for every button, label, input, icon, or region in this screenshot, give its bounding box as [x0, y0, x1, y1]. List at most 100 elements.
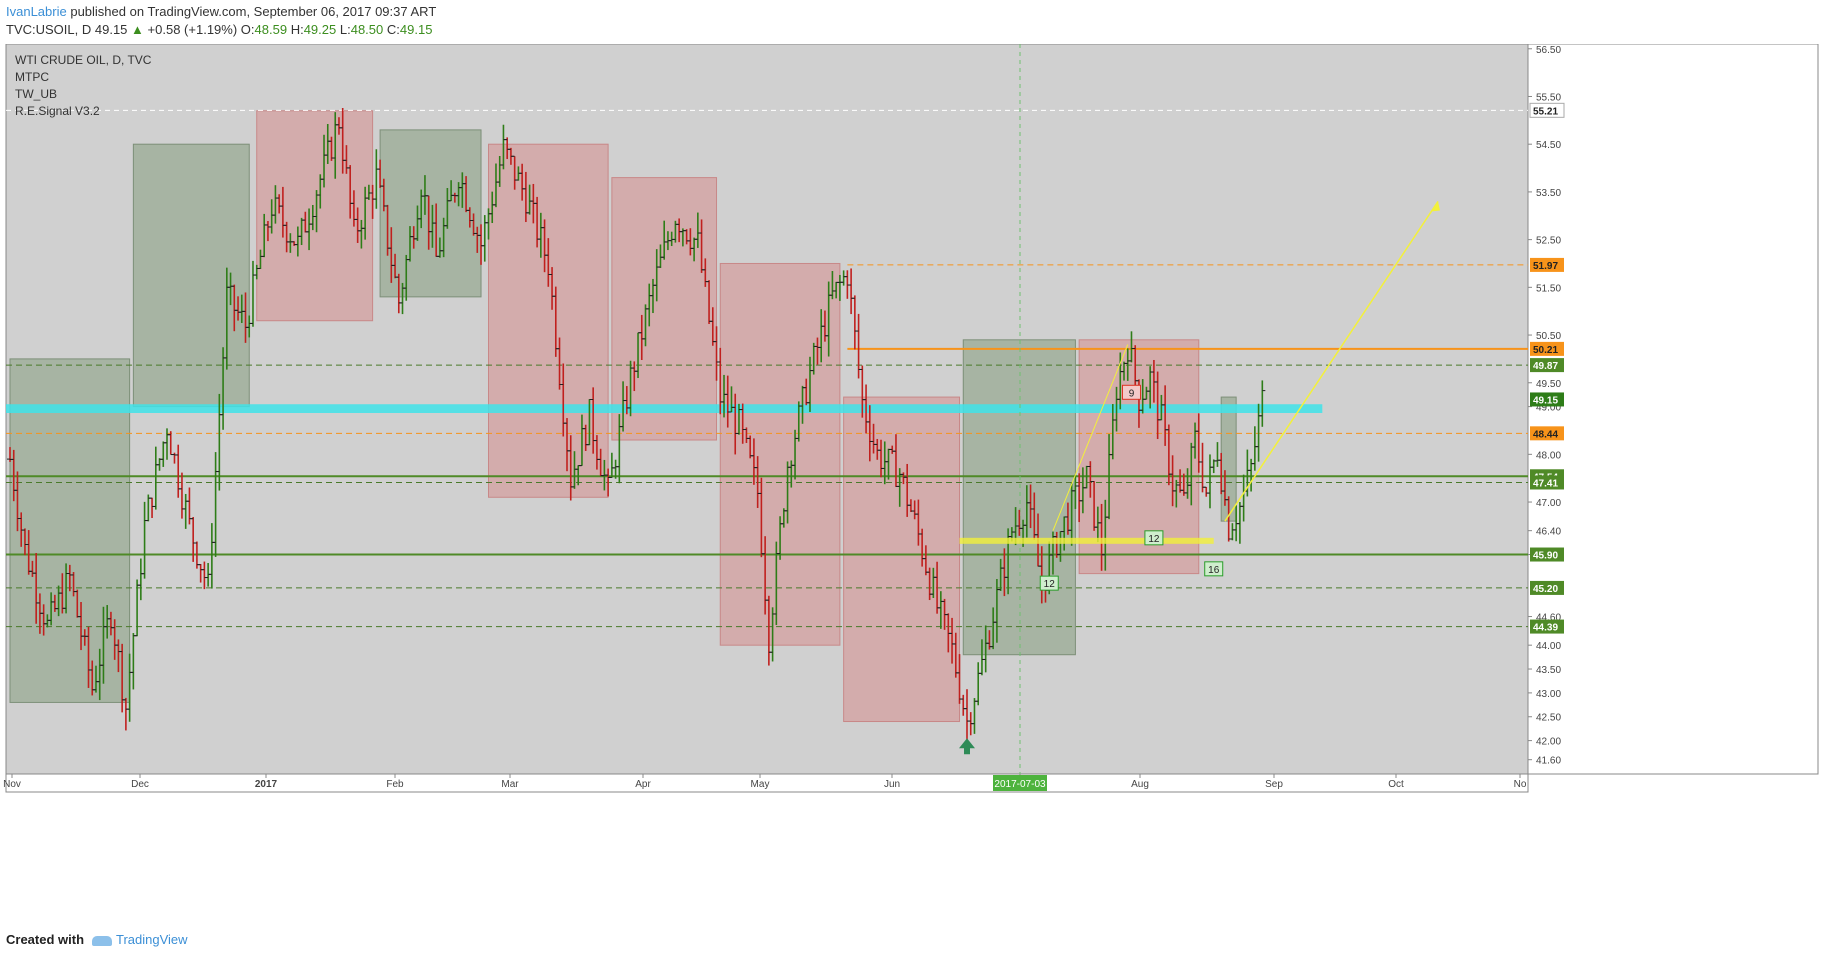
- close-label: C:: [386, 22, 400, 37]
- y-tick-label: 47.00: [1536, 498, 1561, 509]
- x-tick-label: Dec: [131, 779, 149, 790]
- y-tick-label: 49.50: [1536, 379, 1561, 390]
- red-zone-box: [1078, 339, 1200, 575]
- chart-area[interactable]: 9 12 12 16 56.50 55.50 54.50 53.50 52.50 51.50 50.…: [0, 44, 1824, 920]
- price-axis: [1527, 44, 1819, 775]
- signal-callout: 12: [1039, 575, 1059, 591]
- ohlc-row: TVC:USOIL, D 49.15 ▲ +0.58 (+1.19%) O:48…: [6, 22, 432, 37]
- legend-item[interactable]: MTPC: [15, 70, 49, 84]
- projection-arrow-line: [1224, 201, 1439, 522]
- chart-header: IvanLabrie published on TradingView.com,…: [0, 0, 1824, 44]
- author-link[interactable]: IvanLabrie: [6, 4, 67, 19]
- x-tick-label: Sep: [1265, 779, 1283, 790]
- callout-box: [1121, 384, 1141, 400]
- price-label-box: [1529, 102, 1565, 118]
- publish-info: IvanLabrie published on TradingView.com,…: [6, 4, 436, 19]
- symbol-label: TVC:USOIL, D: [6, 22, 92, 37]
- callout-label: 16: [1208, 565, 1220, 576]
- y-tick-label: 42.00: [1536, 737, 1561, 748]
- x-tick-label: Jun: [884, 779, 900, 790]
- price-label: 45.90: [1530, 547, 1564, 562]
- signal-callout: 16: [1204, 561, 1224, 577]
- high-value: 49.25: [303, 22, 337, 37]
- red-zone-box: [487, 143, 609, 498]
- y-tick-label: 50.50: [1536, 331, 1561, 342]
- signal-callout: 12: [1144, 530, 1164, 546]
- price-label-box: [1530, 341, 1564, 356]
- price-label-box: [1530, 426, 1564, 441]
- price-label: 50.21: [1530, 341, 1564, 356]
- x-tick-label: May: [751, 779, 770, 790]
- y-tick-label: 56.50: [1536, 45, 1561, 56]
- x-tick-label: 2017: [255, 779, 278, 790]
- price-label-text: 49.15: [1533, 395, 1558, 406]
- low-label: L:: [339, 22, 351, 37]
- cyan-band: [6, 404, 1323, 413]
- red-zone-box: [843, 396, 961, 723]
- x-tick-label: Nov: [3, 779, 21, 790]
- price-label-text: 48.44: [1533, 429, 1558, 440]
- price-label-box: [1530, 392, 1564, 407]
- callout-box: [1204, 561, 1224, 577]
- up-price-bar: [1259, 380, 1266, 427]
- price-label: 44.39: [1530, 619, 1564, 634]
- price-label-text: 45.90: [1533, 551, 1558, 562]
- y-tick-label: 46.40: [1536, 527, 1561, 538]
- legend-item[interactable]: TW_UB: [15, 87, 57, 101]
- red-zone-box: [719, 262, 841, 646]
- callout-label: 12: [1044, 579, 1056, 590]
- x-tick-label: Aug: [1131, 779, 1149, 790]
- x-tick-label: Mar: [501, 779, 519, 790]
- change-value: +0.58 (+1.19%): [147, 22, 238, 37]
- callout-box: [1144, 530, 1164, 546]
- price-label: 49.87: [1530, 358, 1564, 373]
- footer: Created with TradingView: [6, 932, 188, 947]
- green-zone-box: [962, 339, 1076, 656]
- price-label: 45.20: [1530, 580, 1564, 595]
- buy-arrow-icon: [958, 738, 975, 755]
- x-marker-box: [993, 775, 1047, 791]
- legend-item[interactable]: R.E.Signal V3.2: [15, 104, 100, 118]
- green-zone-box: [379, 129, 482, 298]
- indicator-legend: WTI CRUDE OIL, D, TVC MTPC TW_UB R.E.Sig…: [15, 52, 151, 120]
- publish-text: published on TradingView.com, September …: [70, 4, 437, 19]
- price-label-box: [1530, 358, 1564, 373]
- y-tick-label: 51.50: [1536, 283, 1561, 294]
- y-tick-label: 52.50: [1536, 236, 1561, 247]
- y-tick-label: 53.50: [1536, 188, 1561, 199]
- price-chart[interactable]: 9 12 12 16 56.50 55.50 54.50 53.50 52.50 51.50 50.…: [0, 44, 1824, 920]
- pattern-line: [1052, 344, 1129, 531]
- price-label-box: [1530, 619, 1564, 634]
- price-label-box: [1530, 475, 1564, 490]
- x-tick-label: Oct: [1388, 779, 1404, 790]
- legend-item[interactable]: WTI CRUDE OIL, D, TVC: [15, 53, 152, 67]
- price-label-text: 44.39: [1533, 623, 1558, 634]
- price-label: 49.15: [1530, 392, 1564, 407]
- price-label-text: 50.21: [1533, 345, 1558, 356]
- low-value: 48.50: [350, 22, 384, 37]
- signal-callout: 9: [1121, 384, 1141, 400]
- high-label: H:: [290, 22, 304, 37]
- green-zone-box: [132, 143, 250, 408]
- callout-box: [1039, 575, 1059, 591]
- price-label: 51.97: [1530, 257, 1564, 272]
- y-tick-label: 43.00: [1536, 689, 1561, 700]
- arrow-head-icon: [1431, 201, 1441, 212]
- up-arrow-icon: ▲: [131, 22, 144, 37]
- price-label: 48.44: [1530, 426, 1564, 441]
- tradingview-link[interactable]: TradingView: [116, 932, 188, 947]
- y-tick-label: 41.60: [1536, 756, 1561, 767]
- price-label-box: [1530, 547, 1564, 562]
- x-tick-label: Feb: [386, 779, 404, 790]
- tradingview-logo-icon: [92, 935, 113, 946]
- price-label: 55.21: [1529, 102, 1565, 118]
- y-tick-label: 54.50: [1536, 140, 1561, 151]
- x-tick-label: 2017-07-03: [994, 779, 1046, 790]
- callout-label: 9: [1129, 388, 1135, 399]
- price-label-box: [1530, 257, 1564, 272]
- callout-label: 12: [1148, 534, 1160, 545]
- price-label-text: 55.21: [1533, 106, 1558, 117]
- yellow-highlight: [959, 537, 1214, 544]
- open-label: O:: [240, 22, 255, 37]
- price-label-text: 47.41: [1533, 478, 1558, 489]
